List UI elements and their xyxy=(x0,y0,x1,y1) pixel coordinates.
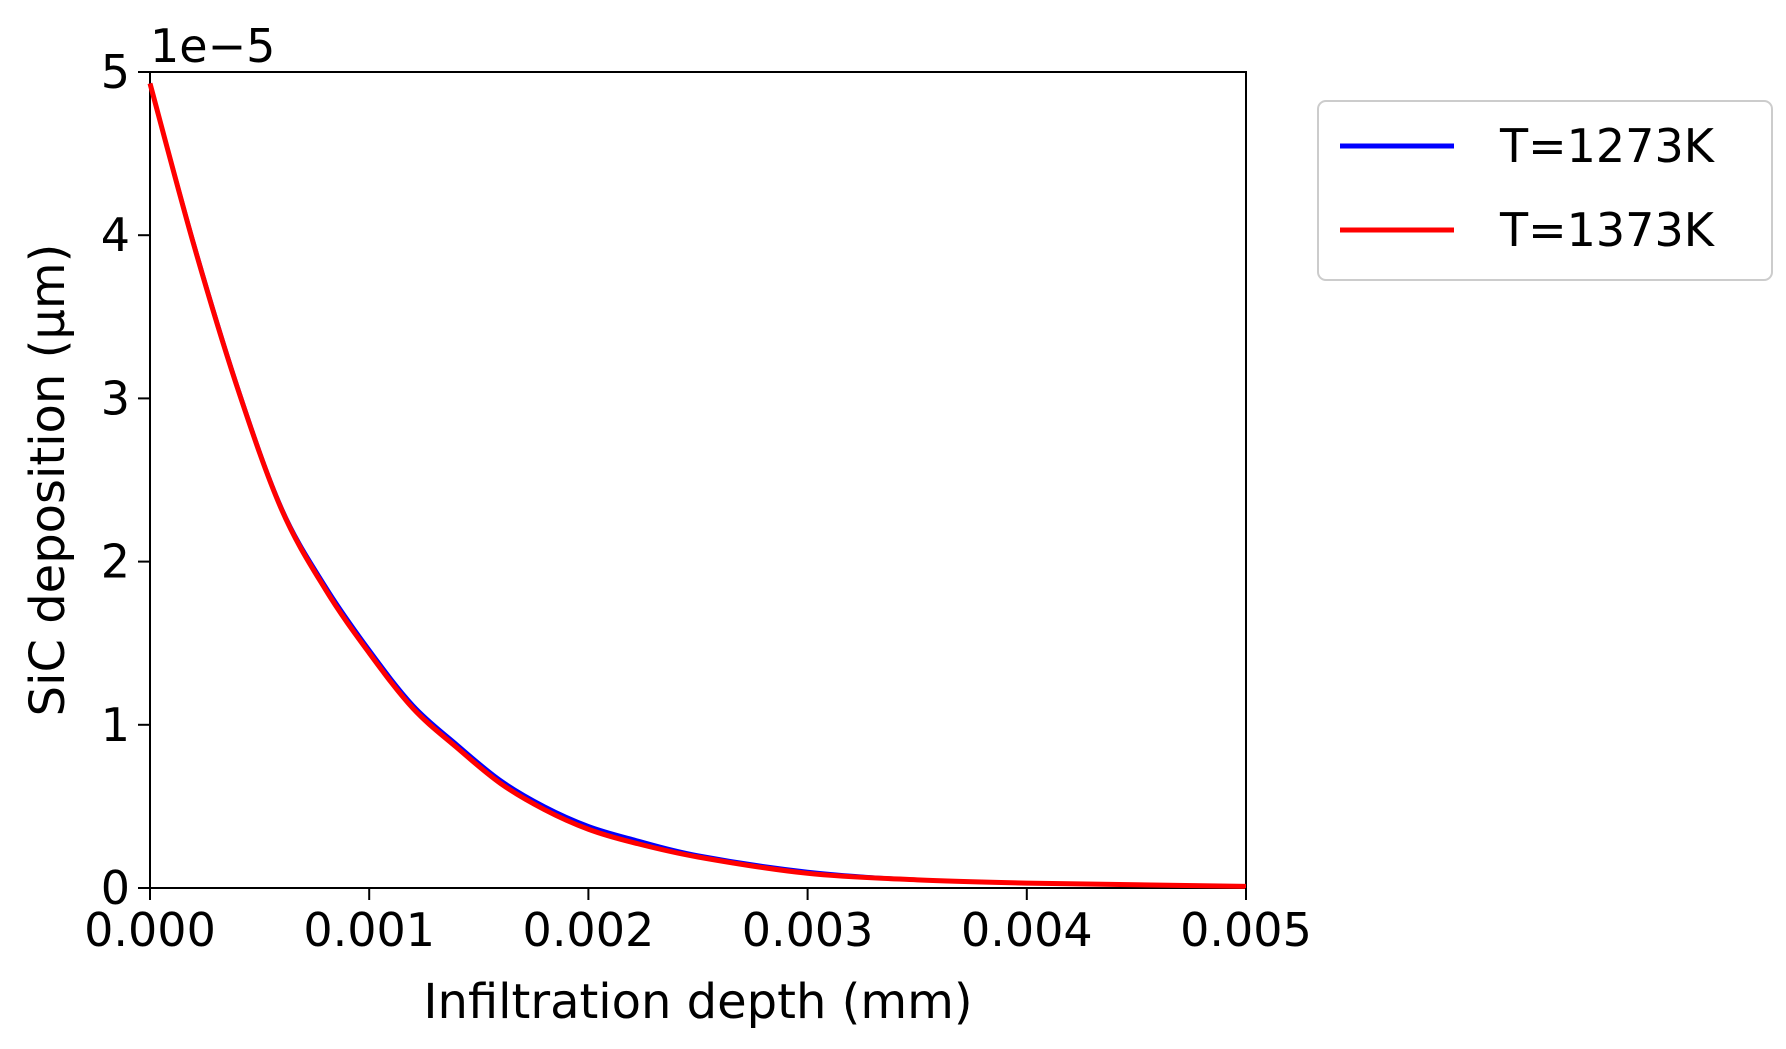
series-line-1 xyxy=(147,82,1247,889)
plot-frame xyxy=(149,71,1247,889)
y-tick-label: 4 xyxy=(101,208,130,262)
y-tick-label: 3 xyxy=(101,371,130,425)
x-tick-label: 0.004 xyxy=(961,903,1093,957)
y-tick-label: 2 xyxy=(101,535,130,589)
legend-items: T=1273K T=1373K xyxy=(1340,119,1716,257)
x-tick-label: 0.003 xyxy=(742,903,874,957)
legend-label: T=1373K xyxy=(1499,203,1716,257)
x-tick-label: 0.002 xyxy=(523,903,655,957)
y-tick-label: 1 xyxy=(101,698,130,752)
x-tick-label: 0.001 xyxy=(303,903,435,957)
x-axis: 0.000 0.001 0.002 0.003 0.004 0.005 xyxy=(84,888,1312,957)
y-axis: 0 1 2 3 4 5 xyxy=(101,45,150,915)
x-tick-label: 0.005 xyxy=(1180,903,1312,957)
y-offset-text: 1e−5 xyxy=(150,19,275,73)
y-axis-label: SiC deposition (μm) xyxy=(20,244,76,717)
x-tick-label: 0.000 xyxy=(84,903,216,957)
legend-label: T=1273K xyxy=(1499,119,1716,173)
plot-area xyxy=(147,71,1247,889)
series-layer xyxy=(147,82,1247,889)
y-tick-label: 5 xyxy=(101,45,130,99)
x-axis-label: Infiltration depth (mm) xyxy=(423,974,972,1030)
y-tick-label: 0 xyxy=(101,861,130,915)
legend: T=1273K T=1373K xyxy=(1317,100,1773,281)
